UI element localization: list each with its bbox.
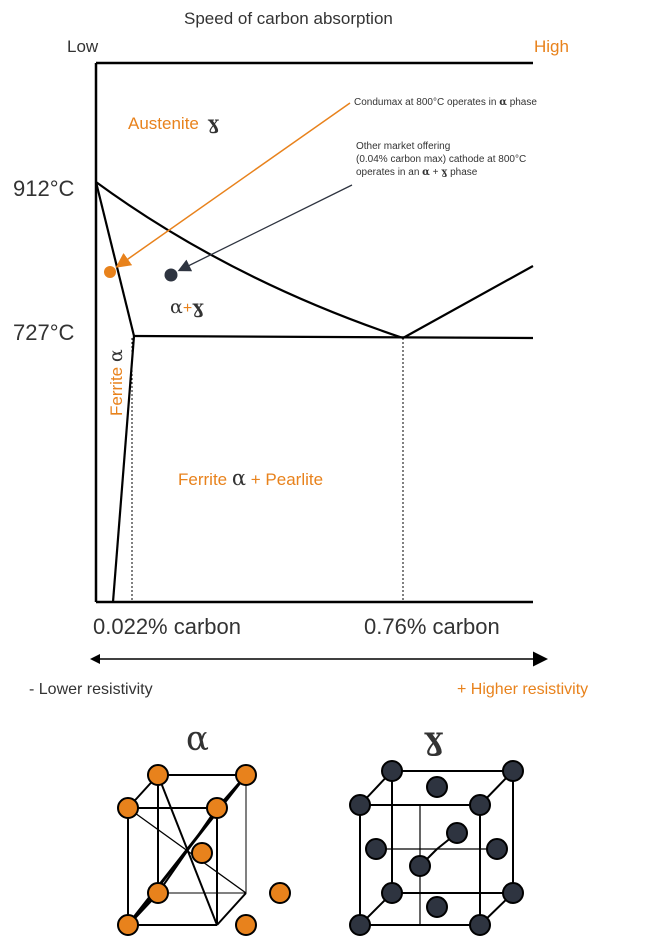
resistivity-arrow-left-head [90, 654, 100, 664]
a3-curve [95, 181, 404, 340]
chart-title: Speed of carbon absorption [184, 9, 393, 28]
acm-line [402, 265, 534, 339]
carbon-076-label: 0.76% carbon [364, 614, 500, 639]
temp-727-label: 727°C [13, 320, 75, 345]
fcc-atoms [349, 760, 524, 936]
ferrite-vertical-label: Ferrite α [105, 349, 127, 416]
eutectoid-line [133, 334, 534, 340]
austenite-label: Austenite ɣ [128, 112, 220, 134]
lower-resistivity-label: - Lower resistivity [29, 681, 153, 698]
condumax-annotation: Condumax at 800°C operates in α phase [354, 97, 537, 108]
other-dot [164, 268, 178, 282]
bcc-symbol: α [186, 719, 209, 759]
high-label: High [534, 37, 569, 56]
ferrite-boundary-lower [111, 335, 136, 603]
low-label: Low [67, 37, 99, 56]
alpha-gamma-label: α+ɣ [170, 296, 204, 318]
bcc-atoms [117, 764, 291, 936]
higher-resistivity-label: + Higher resistivity [457, 681, 589, 698]
fcc-symbol: ɣ [424, 719, 444, 757]
carbon-0022-label: 0.022% carbon [93, 614, 241, 639]
other-market-annotation: Other market offering (0.04% carbon max)… [356, 141, 527, 178]
bcc-cube [126, 774, 248, 927]
ferrite-boundary-upper [94, 181, 136, 337]
condumax-arrow [115, 102, 351, 268]
ferrite-pearlite-label: Ferrite α + Pearlite [178, 466, 324, 490]
condumax-dot [104, 266, 116, 278]
temp-912-label: 912°C [13, 176, 75, 201]
other-arrow [177, 184, 353, 272]
